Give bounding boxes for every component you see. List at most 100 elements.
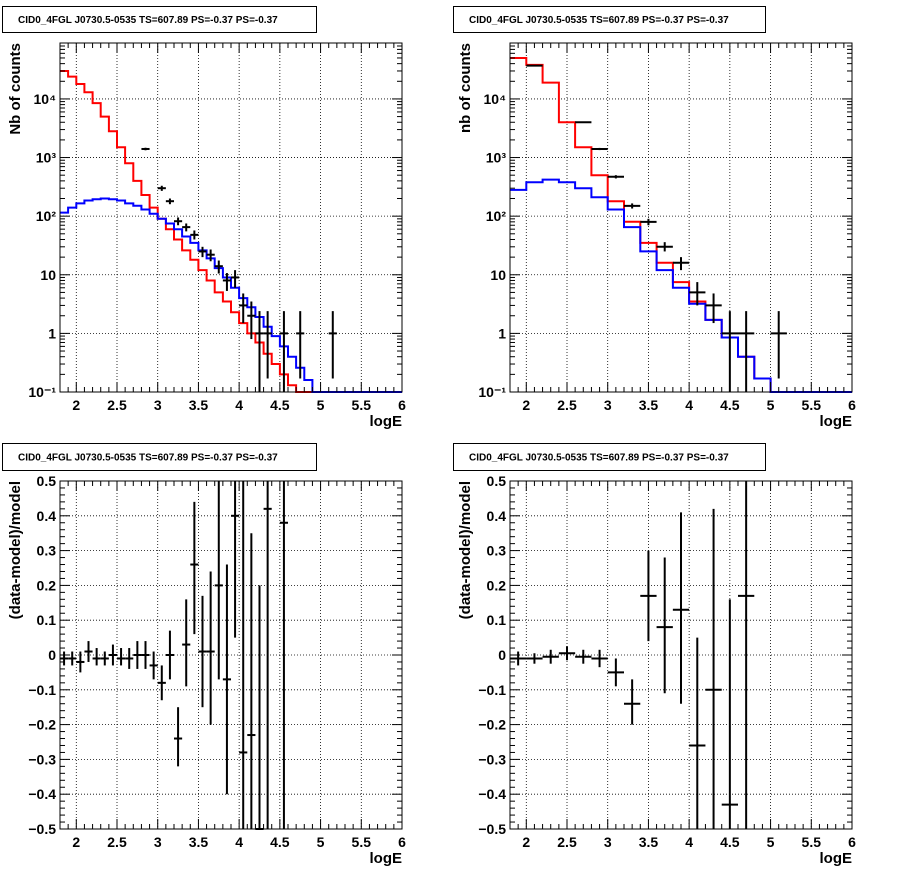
y-tick-label: −0.5 <box>28 821 56 837</box>
y-tick-label: 10⁴ <box>484 91 507 107</box>
x-tick-label: 2.5 <box>107 397 127 413</box>
x-tick-label: 4 <box>235 397 243 413</box>
data-point <box>149 651 158 680</box>
plot-frame <box>509 42 853 393</box>
data-point <box>190 230 199 240</box>
x-tick-label: 4 <box>235 834 243 850</box>
chart-panel-3: CID0_4FGL J0730.5-0535 TS=607.89 PS=-0.3… <box>2 443 406 867</box>
data-point <box>222 564 231 795</box>
data-point <box>721 599 738 829</box>
data-point <box>198 246 207 258</box>
data-point <box>656 242 673 252</box>
x-tick-label: 5 <box>317 397 325 413</box>
data-point <box>738 481 755 829</box>
x-tick-label: 2.5 <box>107 834 127 850</box>
data-point <box>100 651 109 666</box>
y-tick-label: 1 <box>498 325 506 341</box>
data-point <box>607 658 624 687</box>
x-tick-label: 3 <box>604 834 612 850</box>
x-tick-label: 2 <box>72 834 80 850</box>
y-tick-label: 10² <box>36 208 57 224</box>
data-point <box>190 501 199 635</box>
y-tick-label: −0.3 <box>478 751 506 767</box>
x-axis-label: logE <box>820 850 853 867</box>
x-tick-label: 3 <box>604 397 612 413</box>
data-point <box>510 651 527 666</box>
data-point <box>222 273 231 291</box>
model-total-line <box>510 57 852 393</box>
data-point <box>721 311 738 392</box>
data-point <box>133 641 142 669</box>
data-point <box>640 550 657 642</box>
data-point <box>296 311 305 379</box>
x-axis-label: logE <box>370 413 403 430</box>
model-source-line <box>60 197 402 393</box>
title-box <box>453 443 766 471</box>
x-tick-label: 5.5 <box>352 397 372 413</box>
y-tick-label: −0.2 <box>28 717 56 733</box>
y-tick-label: 10⁻¹ <box>478 384 506 400</box>
data-point <box>157 665 166 701</box>
data-point <box>656 557 673 694</box>
data-point <box>575 121 592 124</box>
x-axis-label: logE <box>370 850 403 867</box>
data-point <box>174 707 183 767</box>
y-axis-label: (data-model)/model <box>457 481 474 619</box>
x-tick-label: 5 <box>767 834 775 850</box>
data-point <box>591 147 608 151</box>
data-point <box>255 585 264 830</box>
x-tick-label: 4.5 <box>270 397 290 413</box>
data-point <box>672 257 690 271</box>
x-tick-label: 3.5 <box>189 397 209 413</box>
data-point <box>689 282 706 306</box>
chart-panel-2: CID0_4FGL J0730.5-0535 TS=607.89 PS=-0.3… <box>453 6 856 430</box>
y-tick-label: 10⁻¹ <box>28 384 56 400</box>
plot-frame <box>59 42 403 393</box>
data-point <box>672 512 690 704</box>
x-tick-label: 4 <box>685 397 693 413</box>
data-point <box>108 644 117 666</box>
data-point <box>247 301 256 340</box>
chart-title: CID0_4FGL J0730.5-0535 TS=607.89 PS=-0.3… <box>18 15 278 26</box>
y-tick-label: 0.3 <box>487 543 507 559</box>
x-tick-label: 4.5 <box>720 834 740 850</box>
x-tick-label: 2.5 <box>557 834 577 850</box>
data-point <box>705 293 722 324</box>
data-point <box>247 533 256 829</box>
y-tick-label: 0.5 <box>487 473 507 489</box>
y-tick-label: −0.3 <box>28 751 56 767</box>
y-tick-label: −0.2 <box>478 717 506 733</box>
data-point <box>239 481 248 829</box>
data-point <box>198 595 207 708</box>
data-point <box>182 223 191 232</box>
data-point <box>255 311 264 392</box>
chart-title: CID0_4FGL J0730.5-0535 TS=607.89 PS=-0.3… <box>18 453 278 464</box>
x-tick-label: 2 <box>72 397 80 413</box>
x-tick-label: 6 <box>848 397 856 413</box>
data-point <box>263 311 272 379</box>
data-point <box>182 599 191 687</box>
y-tick-label: 10 <box>490 267 506 283</box>
chart-title: CID0_4FGL J0730.5-0535 TS=607.89 PS=-0.3… <box>469 15 729 26</box>
data-point <box>76 651 85 673</box>
x-tick-label: 3.5 <box>639 397 659 413</box>
y-tick-label: 0 <box>498 647 506 663</box>
data-point <box>165 630 174 680</box>
data-point <box>640 218 657 226</box>
data-point <box>689 637 706 829</box>
data-point <box>84 641 93 662</box>
y-tick-label: 10² <box>486 208 507 224</box>
data-point <box>263 481 272 829</box>
x-tick-label: 4.5 <box>720 397 740 413</box>
y-tick-label: −0.4 <box>28 786 56 802</box>
model-total-line <box>60 70 402 393</box>
data-point <box>125 648 134 669</box>
data-point <box>542 649 559 664</box>
y-tick-label: 1 <box>48 325 56 341</box>
data-point <box>558 646 576 661</box>
data-point <box>174 217 183 226</box>
data-point <box>705 508 722 829</box>
data-point <box>206 249 215 262</box>
x-tick-label: 6 <box>398 397 406 413</box>
